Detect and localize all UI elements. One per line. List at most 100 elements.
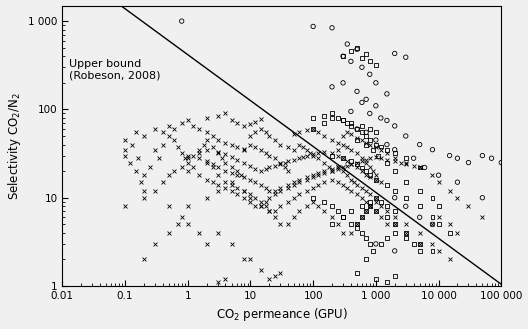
Point — [265, 165, 274, 170]
Point — [290, 215, 298, 220]
Point — [257, 126, 266, 132]
Point — [213, 150, 222, 156]
Point — [303, 128, 312, 133]
Point — [357, 204, 366, 209]
Point — [328, 215, 336, 220]
Point — [383, 91, 391, 96]
Point — [240, 147, 249, 152]
Point — [391, 209, 399, 214]
Point — [391, 248, 399, 254]
Point — [309, 195, 317, 200]
Point — [320, 168, 328, 174]
Point — [246, 142, 254, 147]
Point — [202, 195, 211, 200]
Point — [362, 168, 370, 174]
Point — [391, 273, 399, 279]
Point — [276, 270, 285, 276]
Point — [265, 195, 274, 200]
Point — [409, 163, 418, 168]
Point — [240, 188, 249, 193]
Point — [446, 153, 454, 158]
Point — [320, 209, 328, 214]
Point — [347, 123, 355, 129]
Point — [132, 168, 140, 174]
Point — [365, 142, 374, 147]
Point — [416, 241, 424, 246]
Point — [391, 195, 399, 200]
Point — [246, 163, 254, 168]
Point — [221, 140, 230, 145]
Point — [303, 153, 312, 158]
Point — [328, 153, 336, 158]
Point — [357, 168, 366, 174]
Point — [271, 163, 280, 168]
Point — [295, 191, 304, 197]
Point — [303, 175, 312, 180]
Point — [209, 180, 217, 185]
Y-axis label: Selectivity CO$_2$/N$_2$: Selectivity CO$_2$/N$_2$ — [6, 92, 23, 199]
Point — [290, 132, 298, 137]
Point — [353, 160, 361, 165]
Point — [265, 153, 274, 158]
Point — [339, 230, 347, 236]
Point — [435, 215, 443, 220]
Point — [271, 215, 280, 220]
Point — [343, 120, 352, 126]
Point — [478, 215, 487, 220]
Point — [334, 166, 342, 172]
Point — [357, 195, 366, 200]
Point — [362, 142, 370, 147]
Point — [339, 54, 347, 59]
Point — [357, 215, 366, 220]
Point — [328, 168, 336, 174]
Point — [309, 126, 317, 132]
Point — [194, 230, 203, 236]
Point — [347, 120, 355, 126]
Point — [339, 156, 347, 161]
Point — [265, 133, 274, 139]
Point — [184, 168, 192, 174]
Point — [257, 168, 266, 174]
Point — [284, 182, 293, 188]
Point — [428, 195, 437, 200]
Point — [328, 138, 336, 143]
Point — [221, 111, 230, 116]
Point — [202, 159, 211, 164]
Point — [280, 160, 289, 165]
Point — [402, 180, 410, 185]
Point — [372, 177, 380, 182]
Point — [343, 172, 352, 178]
Point — [409, 241, 418, 246]
Point — [353, 89, 361, 94]
Point — [213, 149, 222, 155]
Point — [221, 180, 230, 185]
Point — [383, 209, 391, 214]
Point — [295, 130, 304, 135]
Point — [428, 222, 437, 227]
Point — [257, 182, 266, 188]
Point — [365, 138, 374, 143]
Point — [177, 165, 186, 170]
Point — [228, 188, 236, 193]
Point — [365, 111, 374, 116]
Point — [343, 130, 352, 135]
Point — [276, 160, 285, 165]
Point — [140, 195, 148, 200]
Point — [464, 204, 473, 209]
Point — [309, 152, 317, 157]
Point — [213, 188, 222, 193]
Point — [402, 235, 410, 240]
Point — [383, 150, 391, 156]
Point — [246, 199, 254, 204]
Point — [402, 230, 410, 236]
Point — [209, 144, 217, 149]
Point — [284, 168, 293, 174]
Point — [343, 185, 352, 190]
Point — [284, 159, 293, 164]
Point — [362, 199, 370, 204]
Point — [328, 25, 336, 30]
Point — [194, 147, 203, 152]
Point — [464, 160, 473, 165]
Point — [391, 215, 399, 220]
Point — [402, 204, 410, 209]
